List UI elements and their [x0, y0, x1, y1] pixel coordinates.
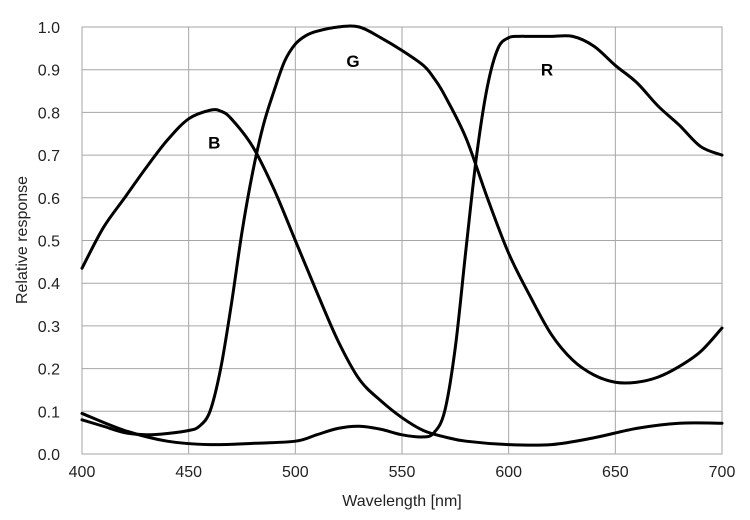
y-tick-label-0: 0.0 [38, 447, 60, 464]
x-tick-label-0: 400 [69, 464, 96, 481]
series-curve-b [80, 108, 724, 447]
series-labels: B G R [208, 52, 553, 152]
y-tick-label-4: 0.4 [38, 276, 60, 293]
y-tick-label-2: 0.2 [38, 362, 60, 379]
y-tick-label-10: 1.0 [38, 20, 60, 37]
x-axis-title: Wavelength [nm] [342, 493, 461, 510]
y-axis-ticks: 0.0 0.1 0.2 0.3 0.4 0.5 0.6 0.7 0.8 0.9 1.0 [38, 20, 60, 464]
y-tick-label-1: 0.1 [38, 404, 60, 421]
series-curves [80, 24, 724, 447]
series-label-g: G [346, 52, 359, 71]
x-tick-label-1: 450 [175, 464, 202, 481]
gridlines [81, 26, 723, 455]
y-tick-label-5: 0.5 [38, 234, 60, 251]
series-curve-r [80, 34, 724, 447]
series-label-r: R [541, 61, 553, 80]
y-tick-label-9: 0.9 [38, 63, 60, 80]
x-tick-label-6: 700 [709, 464, 736, 481]
x-tick-label-2: 500 [282, 464, 309, 481]
x-axis-ticks: 400 450 500 550 600 650 700 [69, 464, 736, 481]
y-tick-label-3: 0.3 [38, 319, 60, 336]
x-tick-label-3: 550 [389, 464, 416, 481]
y-axis-title: Relative response [14, 176, 31, 304]
x-tick-label-5: 650 [602, 464, 629, 481]
series-label-b: B [208, 133, 220, 152]
x-tick-label-4: 600 [495, 464, 522, 481]
plot-frame [81, 26, 723, 455]
y-tick-label-6: 0.6 [38, 191, 60, 208]
y-tick-label-7: 0.7 [38, 148, 60, 165]
y-tick-label-8: 0.8 [38, 105, 60, 122]
series-curve-g [80, 24, 724, 437]
